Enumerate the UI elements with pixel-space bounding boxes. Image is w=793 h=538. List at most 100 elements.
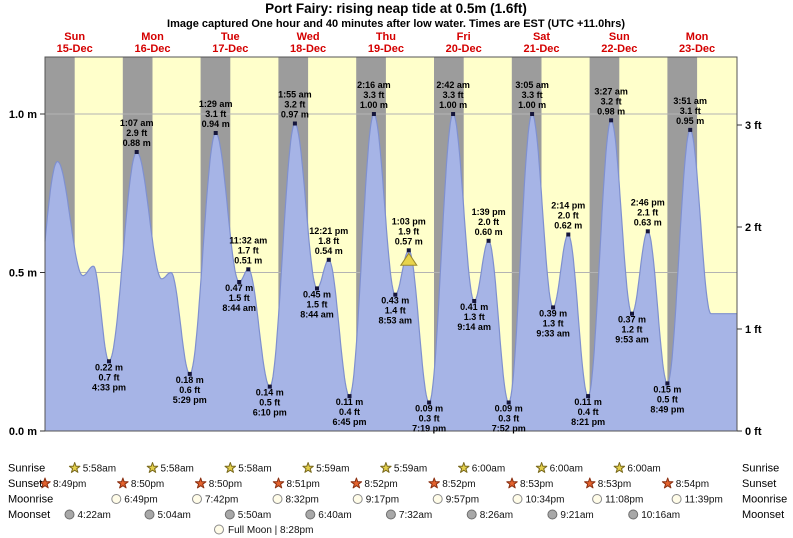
- day-label: Sun 22-Dec: [601, 31, 637, 55]
- tide-point-marker: [451, 112, 456, 116]
- moonrise-time: 11:08pm: [605, 495, 643, 506]
- tide-point-label: 1.00 m: [360, 100, 388, 110]
- tide-point-marker: [292, 121, 297, 126]
- moonset-time: 5:50am: [238, 510, 271, 521]
- sunset-icon: [117, 477, 129, 489]
- sunrise-time: 5:58am: [83, 464, 116, 475]
- sunset-row-label-left: Sunset: [8, 478, 42, 490]
- moonrise-time: 6:49pm: [124, 495, 157, 506]
- tide-point-label: 3:05 am: [515, 80, 549, 90]
- tide-point-marker: [187, 371, 192, 376]
- tide-point-label: 0.14 m: [256, 388, 284, 398]
- tide-point-marker: [246, 267, 251, 272]
- day-label: Mon 16-Dec: [134, 31, 170, 55]
- tide-point-label: 2:42 am: [436, 80, 470, 90]
- tide-point-label: 0.94 m: [202, 119, 230, 129]
- tide-point-label: 9:53 am: [615, 335, 649, 345]
- sunrise-time: 5:59am: [394, 464, 427, 475]
- tide-point-marker: [609, 118, 614, 123]
- sunrise-icon: [146, 462, 159, 473]
- tide-point-label: 2:46 pm: [631, 197, 665, 207]
- tide-point-label: 7:52 pm: [492, 424, 526, 434]
- tide-point-label: 1.2 ft: [621, 325, 642, 335]
- sunrise-time: 6:00am: [472, 464, 505, 475]
- sunset-row-label-right: Sunset: [742, 478, 776, 490]
- moonset-icon: [628, 509, 639, 520]
- moonset-time: 10:16am: [641, 510, 680, 521]
- moonset-time: 7:32am: [399, 510, 432, 521]
- tide-point-marker: [107, 359, 111, 364]
- moonset-icon: [466, 509, 477, 520]
- moonset-time: 9:21am: [560, 510, 593, 521]
- tide-point-marker: [371, 112, 376, 116]
- tide-point-label: 0.98 m: [597, 106, 625, 116]
- sunset-icon: [194, 477, 207, 489]
- tide-point-label: 0.41 m: [460, 302, 488, 312]
- tide-point-label: 2:16 am: [357, 80, 391, 90]
- tide-point-label: 0.60 m: [475, 227, 503, 237]
- y-axis-label-m: 1.0 m: [9, 109, 37, 121]
- tide-point-label: 6:10 pm: [253, 408, 287, 418]
- moonrise-icon: [432, 494, 443, 504]
- tide-point-label: 0.3 ft: [498, 414, 519, 424]
- tide-point-marker: [213, 131, 218, 135]
- sunrise-icon: [380, 462, 392, 473]
- tide-point-marker: [486, 238, 491, 243]
- tide-point-label: 0.4 ft: [339, 407, 360, 417]
- tide-point-label: 0.54 m: [315, 246, 343, 256]
- tide-point-label: 0.6 ft: [179, 385, 200, 395]
- y-axis-label-ft: 1 ft: [745, 324, 762, 336]
- tide-point-label: 8:53 am: [379, 316, 413, 326]
- tide-point-label: 0.51 m: [234, 255, 262, 265]
- tide-point-label: 5:29 pm: [173, 395, 207, 405]
- moonrise-icon: [192, 494, 202, 504]
- tide-point-label: 2:14 pm: [551, 201, 585, 211]
- moonset-time: 5:04am: [158, 510, 191, 521]
- sunrise-time: 5:58am: [161, 464, 194, 475]
- tide-point-marker: [267, 384, 272, 389]
- tide-point-label: 1.8 ft: [318, 236, 339, 246]
- tide-point-label: 8:44 am: [300, 309, 334, 319]
- tide-point-marker: [393, 292, 398, 297]
- tide-point-label: 0.63 m: [634, 217, 662, 227]
- moonrise-row-label-right: Moonrise: [742, 494, 787, 506]
- sunrise-icon: [458, 462, 470, 473]
- tide-point-marker: [506, 400, 511, 405]
- tide-point-label: 0.3 ft: [419, 414, 440, 424]
- y-axis-label-ft: 3 ft: [745, 120, 762, 132]
- tide-point-label: 3.2 ft: [601, 96, 622, 106]
- tide-point-label: 1.4 ft: [385, 306, 406, 316]
- moonset-row-label-right: Moonset: [742, 509, 784, 521]
- day-label: Fri 20-Dec: [446, 31, 482, 55]
- tide-point-marker: [472, 299, 477, 303]
- tide-point-label: 2.0 ft: [558, 211, 579, 221]
- y-axis-label-ft: 0 ft: [745, 426, 762, 438]
- tide-point-label: 3:27 am: [594, 86, 628, 96]
- tide-point-marker: [630, 311, 634, 316]
- sunrise-icon: [613, 462, 626, 473]
- tide-point-marker: [406, 248, 411, 253]
- sunset-time: 8:50pm: [131, 479, 164, 490]
- day-label: Wed 18-Dec: [290, 31, 326, 55]
- tide-point-marker: [530, 112, 535, 116]
- tide-point-label: 0.37 m: [618, 315, 646, 325]
- page-subtitle: Image captured One hour and 40 minutes a…: [167, 18, 625, 30]
- day-label: Sat 21-Dec: [523, 31, 559, 55]
- sunrise-row-label-right: Sunrise: [742, 463, 779, 475]
- sunrise-row-label-left: Sunrise: [8, 463, 45, 475]
- sunset-time: 8:53pm: [598, 479, 631, 490]
- tide-point-label: 0.11 m: [336, 397, 364, 407]
- tide-point-label: 0.15 m: [653, 384, 681, 394]
- tide-point-label: 3.1 ft: [680, 106, 701, 116]
- moonrise-time: 7:42pm: [205, 495, 238, 506]
- moonset-time: 6:40am: [318, 510, 351, 521]
- sunrise-time: 6:00am: [550, 464, 583, 475]
- sunset-icon: [661, 477, 674, 489]
- tide-point-marker: [566, 232, 571, 237]
- full-moon-note: Full Moon | 8:28pm: [228, 525, 313, 536]
- sunset-icon: [272, 477, 285, 489]
- tide-point-label: 1.3 ft: [464, 312, 485, 322]
- tide-point-label: 1.3 ft: [543, 318, 564, 328]
- moonrise-time: 8:32pm: [286, 495, 319, 506]
